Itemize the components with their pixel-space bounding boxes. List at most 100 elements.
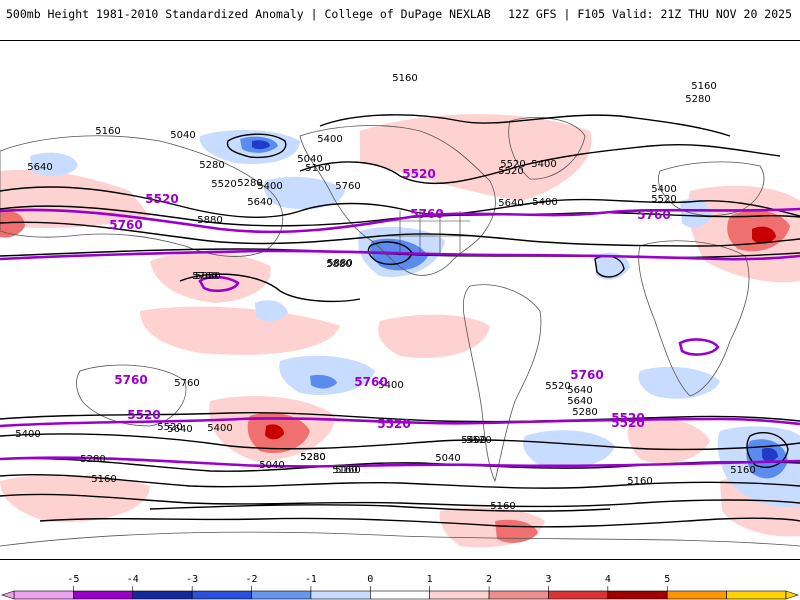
contour-label: 5520 [402,167,435,181]
anomaly-pos-region [752,226,776,244]
contour-label: 5520 [611,411,644,425]
contour-label: 5040 [259,460,284,471]
coastlines [0,117,800,547]
contour-label: 5160 [730,465,755,476]
colorbar-swatch [251,590,312,600]
contour-label: 5520 [145,192,178,206]
highlight-contour-5520-north [0,207,800,234]
contour-label: 5760 [335,181,360,192]
contour-label: 5640 [567,396,592,407]
coastline-greenland [508,117,586,180]
contour-label: 5640 [27,162,52,173]
contour-label: 5160 [332,465,357,476]
contour-label: 5640 [567,385,592,396]
anomaly-neg-region [680,199,712,228]
colorbar-swatch [726,590,787,600]
highlight-contour-5520-south [0,456,800,468]
colorbar-tick-label: -5 [67,574,79,585]
height-contour-5520 [0,205,800,227]
contour-label: 5280 [572,407,597,418]
contour-label: 5760 [570,368,603,382]
contour-label: 5400 [257,181,282,192]
height-contour-5640-south [0,433,800,451]
contour-label: 5160 [627,476,652,487]
contour-label: 5640 [167,424,192,435]
map-panel: 5160 5160 5280 5160 5040 5400 5640 5280 5520 5400… [0,40,800,560]
anomaly-neg-region [30,152,78,177]
contour-label: 5160 [392,73,417,84]
colorbar-tick-label: -4 [127,574,139,585]
contour-label: 5280 [80,454,105,465]
contour-label: 5280 [300,452,325,463]
anomaly-pos-region [378,314,490,358]
anomaly-neg-region [310,374,337,389]
anomaly-pos-region [0,210,25,238]
anomaly-pos-region [140,306,340,355]
contour-label: 5400 [531,159,556,170]
contour-label: 5760 [410,207,443,221]
highlight-contour-labels: 5520552055205760576057605760576057605520… [109,167,670,431]
map-title: 500mb Height 1981-2010 Standardized Anom… [6,7,491,21]
anomaly-pos-region [0,474,150,522]
coastline-north-america [299,125,496,276]
contour-label: 5520 [157,422,182,433]
height-contour-5640 [0,221,800,247]
highlight-contour-5880-ring [198,275,240,293]
height-contour-5280-south [0,493,800,508]
contour-label: 5160 [95,126,120,137]
contour-label: 5520 [211,179,236,190]
coastline-africa [638,240,750,397]
anomaly-neg-region [263,176,345,210]
contour-label: 5040 [170,130,195,141]
anomaly-neg-region [279,355,375,395]
contour-label: 5760 [174,378,199,389]
height-contour-5400-south [0,473,800,489]
contour-label: 5280 [237,178,262,189]
contour-label: 5160 [305,163,330,174]
contour-label: 5280 [300,452,325,463]
colorbar-swatch [370,590,430,600]
colorbar-tick-label: -2 [246,574,258,585]
contour-label: 5520 [611,416,644,430]
highlight-contour-5880-ring [678,338,720,356]
contour-label: 5040 [435,453,460,464]
anomaly-pos-region [627,417,710,464]
coastline-antarctica [0,531,800,547]
contour-label: 5280 [685,94,710,105]
contour-label: 5160 [91,474,116,485]
contour-label: 5760 [192,271,217,282]
colorbar-tick-label: 1 [427,574,433,585]
contour-label: 5520 [498,166,523,177]
contour-label: 5520 [651,194,676,205]
colorbar-tick-label: 2 [486,574,492,585]
anomaly-neg-region [523,430,615,469]
anomaly-neg-region [252,140,270,150]
contour-label: 5880 [197,215,222,226]
colorbar-max-arrow [785,590,799,600]
contour-label: 5520 [127,408,160,422]
colorbar-swatch [488,590,549,600]
contour-label: 5760 [637,208,670,222]
contour-label: 5520 [466,435,491,446]
colorbar-swatch [132,590,193,600]
anomaly-colorbar: -5 -4 -3 -2 -1 0 1 2 3 4 5 [1,574,799,600]
contour-label: 5160 [691,81,716,92]
contour-label: 5520 [500,159,525,170]
height-contour-5280 [299,143,781,185]
contour-label: 5280 [199,160,224,171]
contour-label: 5520 [377,417,410,431]
height-contour-5160-south [39,517,800,528]
anomaly-neg-region [255,300,288,322]
contour-label: 5880 [195,271,220,282]
highlight-contours [0,207,800,468]
highlight-contour-5760-north [0,249,800,261]
contour-label: 5640 [247,197,272,208]
colorbar-tick-label: 4 [605,574,611,585]
colorbar-tick-label: -3 [186,574,198,585]
contour-label: 5520 [545,381,570,392]
height-contour-5880 [179,273,361,303]
colorbar-swatch [548,590,609,600]
